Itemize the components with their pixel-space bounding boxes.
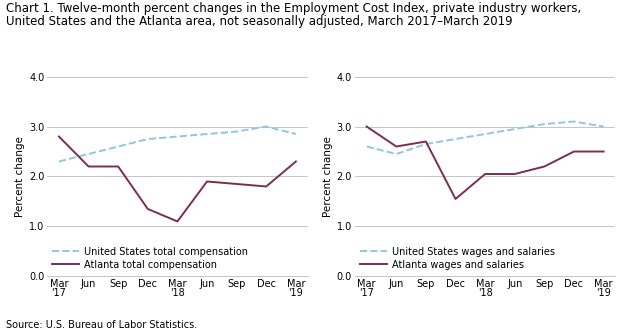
Atlanta wages and salaries xyxy=(570,150,578,154)
Line: United States total compensation: United States total compensation xyxy=(59,127,296,162)
Atlanta total compensation xyxy=(144,207,151,211)
United States total compensation xyxy=(292,132,300,136)
Atlanta total compensation xyxy=(263,184,270,188)
Atlanta wages and salaries xyxy=(481,172,489,176)
United States wages and salaries xyxy=(392,152,400,156)
Text: United States and the Atlanta area, not seasonally adjusted, March 2017–March 20: United States and the Atlanta area, not … xyxy=(6,15,513,28)
Atlanta total compensation xyxy=(292,160,300,164)
United States total compensation xyxy=(55,160,63,164)
Atlanta wages and salaries xyxy=(363,125,371,129)
United States total compensation xyxy=(203,132,211,136)
Y-axis label: Percent change: Percent change xyxy=(15,136,24,217)
Atlanta wages and salaries xyxy=(422,140,430,144)
Line: Atlanta wages and salaries: Atlanta wages and salaries xyxy=(367,127,604,199)
Legend: United States wages and salaries, Atlanta wages and salaries: United States wages and salaries, Atlant… xyxy=(360,247,555,269)
Atlanta total compensation xyxy=(173,219,181,223)
Line: United States wages and salaries: United States wages and salaries xyxy=(367,122,604,154)
Text: Source: U.S. Bureau of Labor Statistics.: Source: U.S. Bureau of Labor Statistics. xyxy=(6,320,198,330)
Legend: United States total compensation, Atlanta total compensation: United States total compensation, Atlant… xyxy=(52,247,248,269)
Atlanta wages and salaries xyxy=(600,150,607,154)
Atlanta total compensation xyxy=(55,135,63,139)
Text: Chart 1. Twelve-month percent changes in the Employment Cost Index, private indu: Chart 1. Twelve-month percent changes in… xyxy=(6,2,582,15)
Y-axis label: Percent change: Percent change xyxy=(323,136,332,217)
Atlanta wages and salaries xyxy=(541,165,548,168)
United States total compensation xyxy=(233,130,241,134)
Atlanta total compensation xyxy=(114,165,122,168)
United States total compensation xyxy=(263,125,270,129)
United States wages and salaries xyxy=(570,120,578,124)
Line: Atlanta total compensation: Atlanta total compensation xyxy=(59,137,296,221)
United States total compensation xyxy=(144,137,151,141)
United States total compensation xyxy=(173,135,181,139)
United States wages and salaries xyxy=(541,122,548,126)
Atlanta wages and salaries xyxy=(511,172,519,176)
United States wages and salaries xyxy=(511,127,519,131)
United States wages and salaries xyxy=(363,145,371,149)
United States wages and salaries xyxy=(452,137,459,141)
Atlanta wages and salaries xyxy=(452,197,459,201)
Atlanta total compensation xyxy=(203,179,211,183)
United States wages and salaries xyxy=(600,125,607,129)
Atlanta total compensation xyxy=(233,182,241,186)
United States total compensation xyxy=(85,152,92,156)
United States wages and salaries xyxy=(422,142,430,146)
Atlanta wages and salaries xyxy=(392,145,400,149)
United States wages and salaries xyxy=(481,132,489,136)
Atlanta total compensation xyxy=(85,165,92,168)
United States total compensation xyxy=(114,145,122,149)
